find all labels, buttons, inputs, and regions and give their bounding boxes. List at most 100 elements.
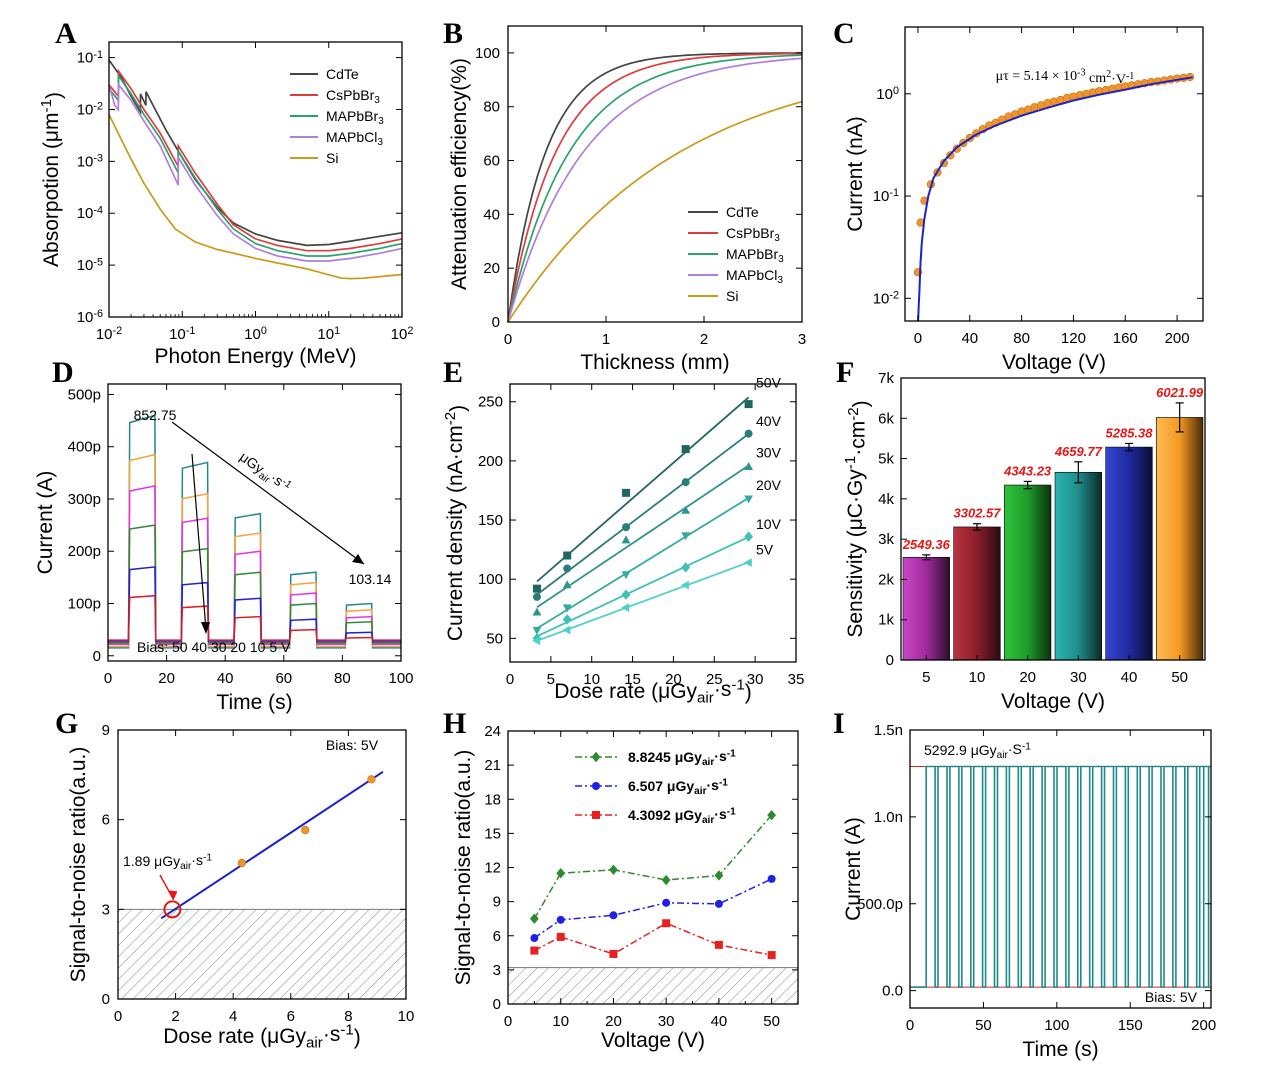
text-span: ·s: [714, 806, 727, 822]
plot-frame: [909, 729, 1212, 1009]
text-span: 40: [711, 1013, 728, 1030]
y-tick-label: 40: [483, 206, 500, 223]
x-axis-title: Thickness (mm): [580, 351, 729, 374]
text-span: air: [997, 750, 1009, 761]
data-point: [621, 535, 631, 544]
text-span: air: [697, 690, 714, 707]
x-tick-label: 100: [388, 670, 413, 687]
bar: [1054, 471, 1102, 661]
x-tick-label: 0: [504, 1013, 512, 1030]
text-span: 2: [1106, 69, 1111, 80]
text-span: Attenuation efficiency(%): [448, 58, 471, 290]
text-span: 3: [377, 137, 383, 148]
text-span: Bias: 5V: [1145, 989, 1198, 1005]
text-span: ): [849, 400, 872, 407]
y-tick-label: 3k: [878, 531, 894, 548]
data-point: [367, 775, 376, 784]
y-tick-label: 0: [102, 991, 110, 1008]
y-tick-label: 5k: [878, 451, 894, 468]
data-point: [622, 488, 631, 497]
y-tick-label: 21: [484, 757, 501, 774]
data-point: [530, 934, 539, 943]
text-span: 50: [1171, 669, 1188, 686]
data-point: [532, 636, 541, 646]
text-span: 200p: [68, 543, 101, 560]
y-tick-label: 0: [492, 314, 500, 331]
text-span: 0: [102, 991, 110, 1008]
text-span: 30: [658, 1013, 675, 1030]
panel-label-a: A: [55, 17, 77, 50]
text-span: 6: [102, 812, 110, 829]
text-span: 4: [229, 1008, 237, 1025]
text-span: 40V: [756, 413, 782, 429]
text-span: 0: [492, 314, 500, 331]
x-tick-label: 10: [583, 671, 600, 688]
bias-arrow-head: [201, 622, 210, 634]
text-span: 0: [504, 331, 512, 348]
x-tick-label: 3: [798, 331, 806, 348]
y-axis-title: Current (A): [34, 471, 57, 575]
y-tick-label: 15: [484, 825, 501, 842]
y-tick-label: 2k: [878, 571, 894, 588]
text-span: cm: [1086, 71, 1107, 86]
noise-region: [118, 909, 406, 999]
y-tick-label: 250: [478, 394, 503, 411]
x-tick-label: 40: [961, 330, 978, 347]
x-tick-label: 0: [104, 670, 112, 687]
y-tick-label: 1.0n: [874, 809, 903, 826]
legend-label: 4.3092 μGyair·s-1: [628, 806, 736, 826]
text-span: -1: [203, 852, 212, 863]
x-tick-label: 8: [344, 1008, 352, 1025]
y-axis-title: Current (A): [842, 817, 865, 921]
x-tick-label: 100: [244, 325, 267, 343]
y-tick-label: 0: [93, 648, 101, 665]
data-point: [532, 607, 542, 616]
text-span: Thickness (mm): [580, 351, 729, 374]
data-point: [744, 400, 753, 409]
data-point: [744, 462, 754, 471]
y-tick-label: 10-6: [77, 308, 103, 326]
legend-label: MAPbBr3: [726, 246, 784, 265]
y-tick-label: 10-4: [77, 204, 103, 222]
text-span: 10: [317, 326, 334, 343]
text-span: 2: [171, 1008, 179, 1025]
y-tick-label: 10-1: [873, 187, 899, 205]
x-tick-label: 6: [287, 1008, 295, 1025]
data-point: [532, 592, 541, 601]
data-point: [609, 949, 618, 958]
y-axis-title: Signal-to-noise ratio(a.u.): [67, 747, 90, 983]
x-tick-label: 1: [602, 331, 610, 348]
x-tick-label: 20: [605, 1013, 622, 1030]
text-span: 24: [484, 723, 501, 740]
y-tick-label: 1.5n: [874, 722, 903, 739]
fit-line: [536, 433, 750, 596]
text-span: Signal-to-noise ratio(a.u.): [67, 747, 90, 983]
text-span: 10: [969, 669, 986, 686]
y-tick-label: 500.0p: [857, 896, 903, 913]
dose-annotation: 5292.9 μGyair·S-1: [924, 741, 1031, 761]
series-line-si: [507, 100, 803, 323]
text-span: 10: [96, 326, 113, 343]
data-point: [714, 870, 724, 881]
legend-label: MAPbBr3: [326, 108, 384, 127]
text-span: 6: [493, 928, 501, 945]
data-point: [529, 913, 539, 924]
panel-label-b: B: [443, 17, 463, 50]
text-span: 1: [334, 325, 340, 337]
text-span: -3: [1077, 67, 1085, 78]
fit-line: [160, 770, 384, 920]
text-span: air: [306, 1035, 323, 1052]
y-tick-label: 6: [493, 928, 501, 945]
y-tick-label: 6: [102, 812, 110, 829]
x-tick-label: 50: [975, 1017, 992, 1034]
text-span: ): [447, 405, 470, 412]
y-tick-label: 100p: [68, 596, 101, 613]
data-point: [532, 626, 542, 635]
y-tick-label: 500p: [68, 386, 101, 403]
annotation-arrow-head: [168, 890, 178, 901]
text-span: 500p: [68, 386, 101, 403]
text-span: 9: [102, 722, 110, 739]
y-tick-label: 10-3: [77, 153, 103, 171]
series-line: [910, 765, 1211, 988]
